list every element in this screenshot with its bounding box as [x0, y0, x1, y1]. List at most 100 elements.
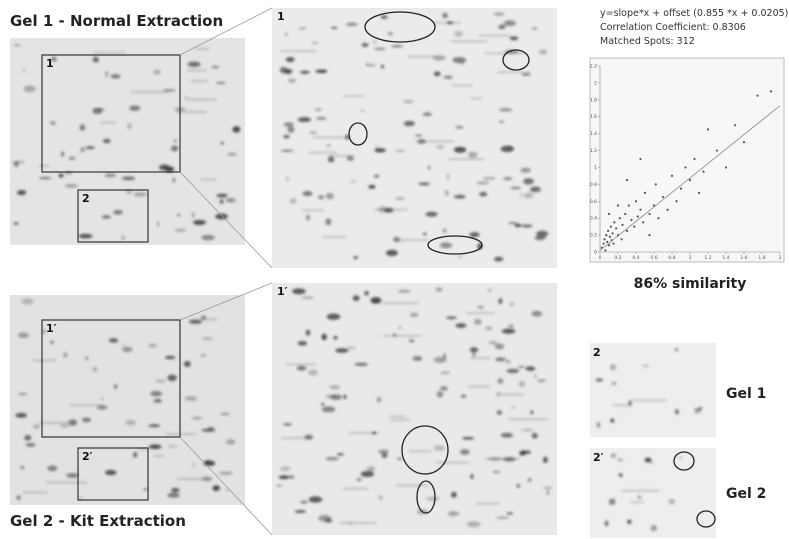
streak: [323, 236, 347, 238]
spot: [43, 330, 46, 334]
spot: [64, 352, 68, 357]
y-tick-label: 1.4: [590, 131, 597, 137]
spot: [458, 256, 462, 258]
spot: [330, 385, 340, 389]
streak: [630, 501, 644, 503]
spot: [642, 365, 649, 367]
spot: [501, 146, 514, 152]
spot: [286, 57, 295, 62]
spot: [505, 360, 510, 363]
spot: [455, 323, 466, 328]
spot: [520, 193, 522, 197]
spot: [651, 525, 657, 531]
point: [639, 158, 641, 160]
streak: [313, 137, 349, 139]
spot: [337, 453, 344, 455]
spot: [333, 336, 337, 340]
spot: [168, 375, 177, 381]
spot: [309, 496, 323, 502]
spot: [543, 457, 548, 463]
spot: [503, 177, 512, 180]
y-tick-label: 1.6: [590, 114, 597, 120]
spot: [428, 166, 431, 169]
spot: [453, 57, 467, 63]
x-tick-label: 0.8: [668, 255, 675, 261]
spot: [353, 295, 360, 301]
spot: [347, 156, 354, 161]
spot: [512, 407, 515, 409]
streak: [70, 404, 105, 406]
spot: [523, 193, 533, 199]
spot: [694, 410, 700, 414]
spot: [371, 297, 382, 304]
streak: [396, 485, 429, 487]
point: [698, 192, 700, 194]
spot: [61, 151, 64, 156]
spot: [522, 74, 531, 76]
spot: [381, 65, 384, 69]
spot: [280, 466, 290, 471]
spot: [611, 454, 616, 458]
x-tick-label: 1.6: [740, 255, 747, 261]
spot: [202, 337, 213, 339]
box-label: 2: [82, 192, 90, 205]
spot: [418, 182, 430, 185]
spot: [50, 341, 53, 344]
streak: [309, 152, 337, 154]
spot: [478, 306, 484, 308]
spot: [468, 152, 478, 158]
spot: [498, 25, 505, 29]
spot: [668, 499, 675, 505]
spot: [364, 291, 369, 296]
point: [644, 192, 646, 194]
streak: [101, 122, 117, 124]
box-label: 1: [46, 57, 54, 70]
spot: [306, 330, 311, 336]
spot: [499, 298, 503, 304]
spot: [506, 512, 513, 514]
spot: [318, 515, 331, 522]
streak: [467, 312, 495, 314]
spot: [366, 64, 376, 66]
spot: [534, 236, 545, 240]
x-tick-label: 2: [779, 255, 782, 261]
spot: [539, 50, 547, 55]
point: [603, 238, 605, 240]
spot: [80, 497, 82, 499]
streak: [389, 416, 405, 418]
streak: [138, 449, 148, 451]
x-tick-label: 0.4: [632, 255, 639, 261]
point: [725, 166, 727, 168]
spot: [650, 461, 653, 463]
y-tick-label: 1: [594, 165, 597, 171]
point: [617, 204, 619, 206]
spot: [357, 478, 362, 481]
spot: [451, 492, 457, 498]
spot: [404, 121, 415, 126]
streak: [201, 179, 216, 181]
spot: [175, 229, 186, 232]
spot: [226, 439, 235, 445]
spot: [185, 396, 197, 401]
spot: [300, 501, 308, 504]
point: [608, 213, 610, 215]
spot: [519, 381, 526, 386]
spot: [437, 391, 444, 397]
streak: [93, 52, 124, 54]
streak: [186, 99, 217, 101]
x-tick-label: 0.6: [650, 255, 657, 261]
spot: [508, 222, 517, 224]
spot: [362, 43, 369, 47]
streak: [400, 239, 429, 241]
box-label: 1′: [46, 322, 57, 335]
spot: [298, 27, 306, 29]
spot: [518, 366, 525, 368]
spot: [50, 121, 55, 124]
spot: [321, 403, 325, 406]
spot: [105, 174, 116, 178]
spot: [675, 409, 679, 414]
spot: [173, 178, 176, 183]
spot: [284, 69, 292, 74]
spot: [409, 339, 414, 342]
spot: [153, 70, 160, 75]
